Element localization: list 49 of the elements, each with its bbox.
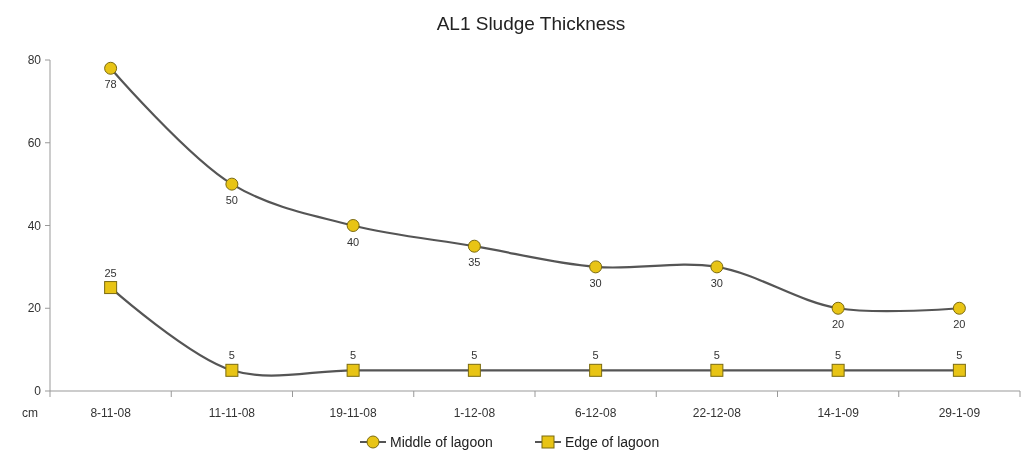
x-tick-label: 11-11-08 (208, 406, 256, 420)
point (710, 260, 724, 274)
y-tick-label: 60 (27, 135, 42, 150)
data-label: 30 (589, 276, 602, 289)
data-label: 50 (225, 194, 238, 207)
point (346, 219, 360, 232)
data-label: 20 (953, 318, 966, 331)
x-tick-label: 6-12-08 (574, 406, 617, 420)
data-label: 20 (832, 318, 845, 331)
x-tick-label: 14-1-09 (817, 406, 860, 420)
point (467, 363, 481, 377)
data-label: 25 (104, 266, 117, 279)
y-tick-label: 20 (27, 301, 42, 316)
legend-label: Middle of lagoon (390, 434, 493, 450)
point (225, 177, 239, 191)
point (589, 260, 603, 274)
point (104, 281, 118, 295)
point (225, 363, 239, 377)
data-label: 5 (956, 349, 963, 362)
data-label: 5 (471, 349, 478, 362)
x-tick-label: 19-11-08 (329, 406, 378, 420)
point (831, 301, 845, 315)
data-label: 5 (228, 349, 235, 362)
point (710, 363, 724, 377)
point (104, 61, 118, 75)
data-label: 78 (104, 78, 117, 91)
point (952, 301, 966, 315)
data-label: 5 (350, 349, 357, 362)
y-axis-title: cm (22, 406, 38, 420)
x-tick-label: 8-11-08 (90, 406, 132, 420)
x-tick-label: 29-1-09 (938, 406, 981, 420)
y-tick-label: 40 (27, 218, 42, 233)
point (467, 239, 481, 253)
y-tick-label: 80 (27, 53, 42, 67)
data-label: 35 (468, 256, 481, 269)
point (346, 363, 360, 377)
data-label: 5 (713, 349, 720, 362)
x-tick-label: 22-12-08 (692, 406, 742, 420)
legend-label: Edge of lagoon (565, 434, 660, 450)
data-label: 40 (347, 235, 360, 248)
y-tick-label: 0 (34, 384, 42, 398)
point (831, 363, 845, 377)
chart-title: AL1 Sludge Thickness (436, 13, 626, 34)
data-label: 5 (592, 349, 599, 362)
x-tick-label: 1-12-08 (453, 406, 496, 420)
data-label: 5 (835, 349, 842, 362)
point (952, 363, 966, 377)
point (589, 363, 603, 377)
data-label: 30 (710, 276, 723, 289)
